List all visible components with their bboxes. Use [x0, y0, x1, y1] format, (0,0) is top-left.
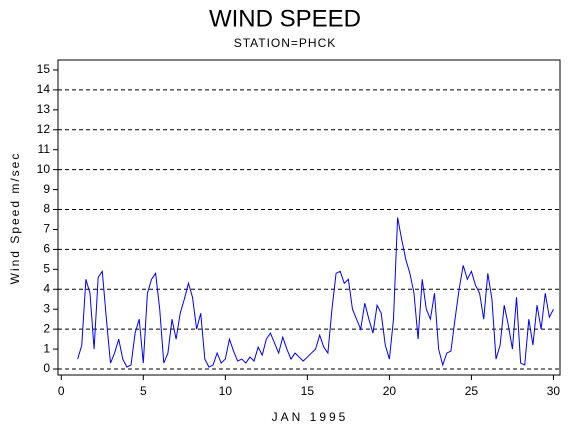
y-tick-label: 5	[43, 262, 50, 276]
y-tick-label: 7	[43, 222, 50, 236]
y-tick-label: 13	[37, 102, 51, 116]
y-tick-label: 10	[37, 162, 51, 176]
x-tick-label: 0	[58, 384, 65, 398]
x-tick-label: 25	[465, 384, 479, 398]
y-tick-label: 2	[43, 321, 50, 335]
x-tick-label: 20	[383, 384, 397, 398]
x-tick-label: 5	[140, 384, 147, 398]
y-tick-label: 9	[43, 182, 50, 196]
data-line	[77, 217, 554, 368]
y-tick-label: 8	[43, 202, 50, 216]
plot-frame	[57, 59, 561, 376]
x-tick-label: 10	[219, 384, 233, 398]
x-tick-label: 30	[547, 384, 561, 398]
y-tick-label: 3	[43, 301, 50, 315]
chart-title: WIND SPEED	[209, 5, 361, 32]
y-tick-label: 4	[43, 281, 50, 295]
y-axis-label: Wind Speed m/sec	[8, 152, 22, 285]
y-tick-label: 15	[37, 62, 51, 76]
y-tick-label: 12	[37, 122, 51, 136]
y-tick-label: 6	[43, 242, 50, 256]
y-tick-label: 14	[37, 82, 51, 96]
x-tick-label: 15	[301, 384, 315, 398]
y-tick-label: 1	[43, 341, 50, 355]
chart-subtitle: STATION=PHCK	[234, 36, 337, 50]
x-axis-label: JAN 1995	[272, 410, 349, 424]
y-tick-label: 0	[43, 361, 50, 375]
y-tick-label: 11	[38, 142, 51, 156]
